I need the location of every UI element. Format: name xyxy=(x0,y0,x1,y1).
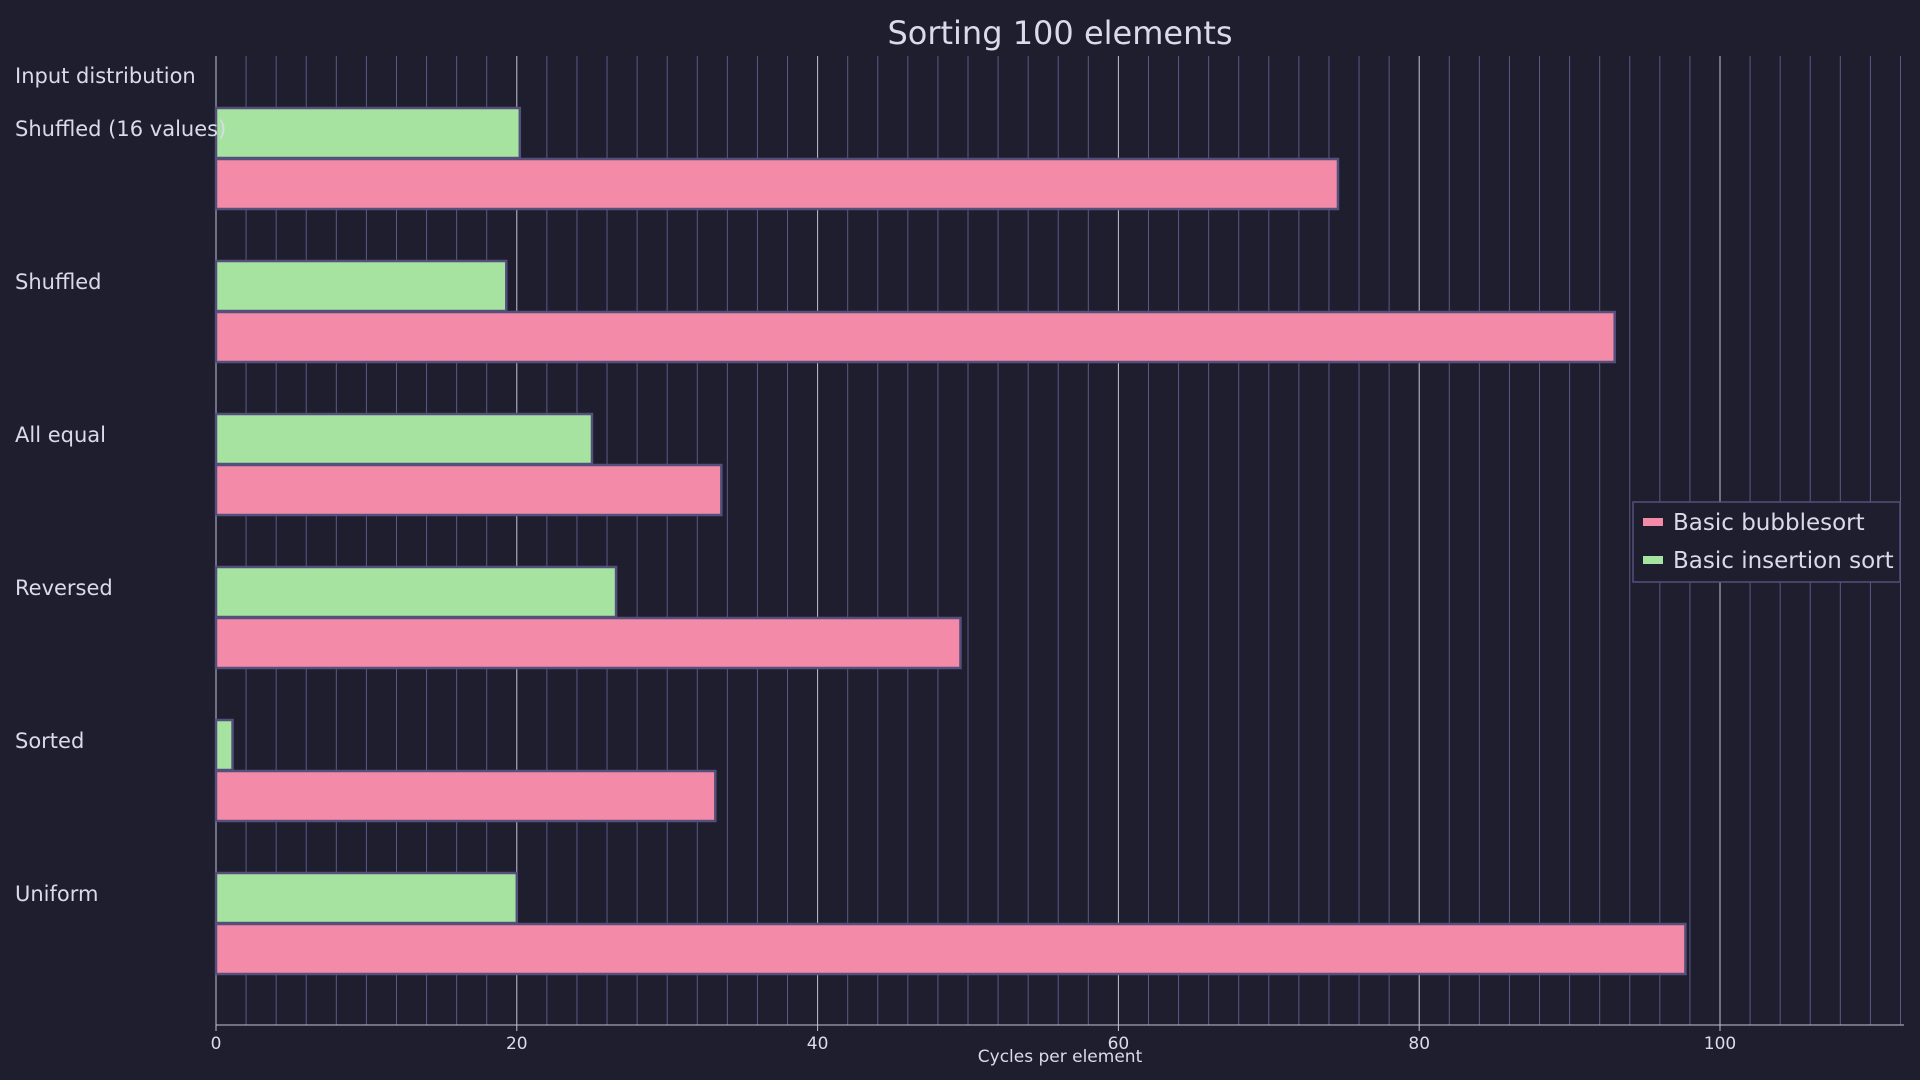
y-axis-label: Input distribution xyxy=(15,64,196,88)
legend-label-insertion-sort: Basic insertion sort xyxy=(1673,548,1894,574)
category-label: Shuffled (16 values) xyxy=(15,117,226,141)
bar-bubblesort xyxy=(214,463,723,517)
x-tick-label: 40 xyxy=(807,1034,829,1054)
bar-insertion-sort xyxy=(214,871,519,925)
x-axis: 0 20 40 60 80 100 xyxy=(211,1024,1904,1054)
x-tick-label: 0 xyxy=(211,1034,222,1054)
legend-label-bubblesort: Basic bubblesort xyxy=(1673,510,1865,536)
legend-box xyxy=(1632,501,1901,583)
legend: Basic bubblesort Basic insertion sort xyxy=(1632,501,1901,583)
legend-swatch-insertion-sort xyxy=(1643,556,1663,564)
category-label: Shuffled xyxy=(15,270,102,294)
x-tick-label: 80 xyxy=(1408,1034,1430,1054)
x-axis-label: Cycles per element xyxy=(978,1047,1143,1067)
bar-insertion-sort xyxy=(214,106,522,160)
category-label: Sorted xyxy=(15,729,84,753)
bar-bubblesort xyxy=(214,310,1616,364)
x-tick-label: 100 xyxy=(1704,1034,1736,1054)
chart-title: Sorting 100 elements xyxy=(887,14,1232,52)
bar-insertion-sort xyxy=(214,412,594,466)
bars xyxy=(214,106,1687,976)
category-label: Reversed xyxy=(15,576,113,600)
bar-insertion-sort xyxy=(214,259,508,313)
bar-bubblesort xyxy=(214,769,717,823)
bar-insertion-sort xyxy=(214,565,618,619)
x-tick-label: 60 xyxy=(1108,1034,1130,1054)
category-labels: Shuffled (16 values) Shuffled All equal Rev… xyxy=(15,117,226,906)
bar-insertion-sort xyxy=(214,718,234,772)
grid-lines xyxy=(215,56,1901,1025)
x-tick-label: 20 xyxy=(506,1034,528,1054)
category-label: Uniform xyxy=(15,882,98,906)
bar-bubblesort xyxy=(214,157,1340,211)
legend-swatch-bubblesort xyxy=(1643,518,1663,526)
category-label: All equal xyxy=(15,423,106,447)
bar-bubblesort xyxy=(214,922,1687,976)
bar-bubblesort xyxy=(214,616,962,670)
